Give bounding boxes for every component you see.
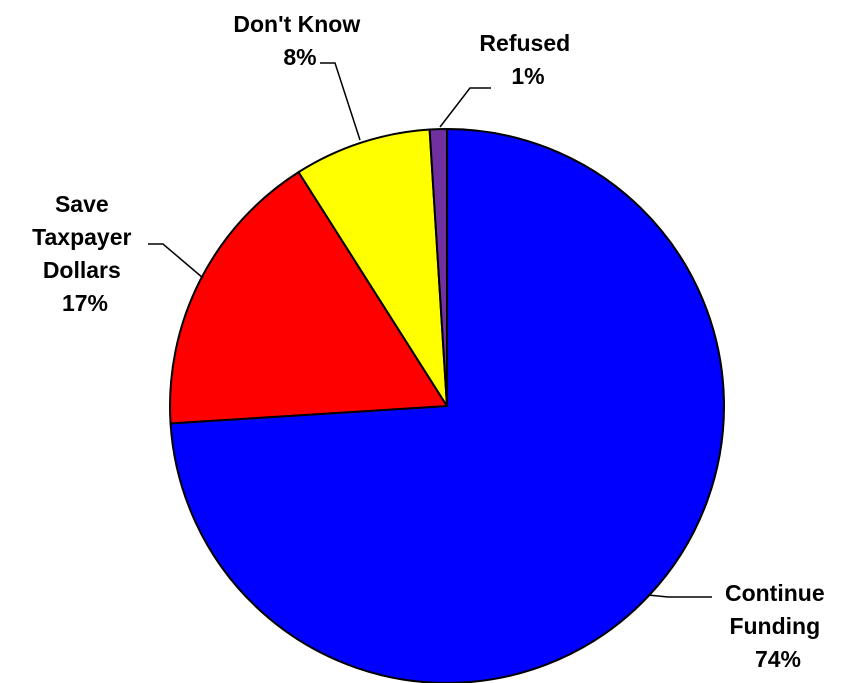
leader-line-refused [439, 87, 491, 128]
label-line: Save [55, 191, 109, 217]
slice-label-continue-funding: Continue Funding 74% [725, 580, 831, 672]
slice-label-save-taxpayer-dollars: Save Taxpayer Dollars 17% [32, 191, 138, 316]
label-line: Dollars [43, 257, 121, 283]
label-line: Don't Know [233, 11, 360, 37]
leader-line-save-taxpayer-dollars [148, 243, 204, 279]
pie-slices [169, 127, 725, 683]
label-line: Continue [725, 580, 825, 606]
slice-label-refused: Refused 1% [479, 30, 576, 89]
leader-line-continue-funding [647, 594, 712, 598]
label-line: Refused [479, 30, 570, 56]
label-line: Taxpayer [32, 224, 131, 250]
slice-value-label: 17% [62, 290, 108, 316]
pie-slice-don-t-know [297, 128, 448, 407]
leader-line-dont-know [320, 62, 361, 141]
slice-value-label: 1% [511, 63, 544, 89]
label-line: Funding [729, 613, 820, 639]
slice-label-dont-know: Don't Know 8% [233, 11, 366, 70]
slice-value-label: 74% [755, 646, 801, 672]
pie-slice-save-taxpayer-dollars [169, 170, 449, 425]
pie-slice-refused [428, 127, 448, 407]
slice-value-label: 8% [283, 44, 316, 70]
